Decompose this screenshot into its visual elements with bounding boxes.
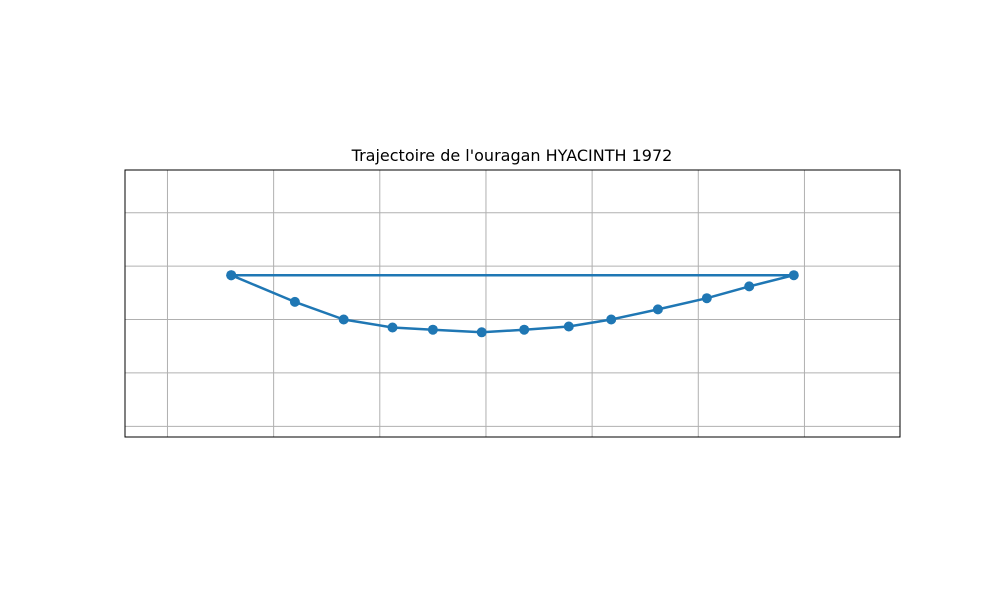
track-point-7 bbox=[563, 321, 574, 332]
track-point-12 bbox=[788, 270, 799, 281]
track-point-13 bbox=[226, 270, 237, 281]
track-point-11 bbox=[744, 281, 755, 292]
series-layer bbox=[226, 270, 799, 338]
track-point-6 bbox=[519, 324, 530, 335]
axes-frame bbox=[124, 169, 901, 438]
track-point-2 bbox=[338, 314, 349, 325]
track-point-4 bbox=[427, 324, 438, 335]
track-point-5 bbox=[476, 327, 487, 338]
track-line-0 bbox=[230, 273, 796, 334]
track-point-10 bbox=[701, 293, 712, 304]
chart-title: Trajectoire de l'ouragan HYACINTH 1972 bbox=[351, 146, 673, 165]
plot-area bbox=[125, 170, 900, 437]
track-point-9 bbox=[652, 304, 663, 315]
track-point-8 bbox=[606, 314, 617, 325]
grid-layer bbox=[125, 170, 900, 437]
track-point-3 bbox=[387, 322, 398, 333]
track-point-1 bbox=[289, 296, 300, 307]
